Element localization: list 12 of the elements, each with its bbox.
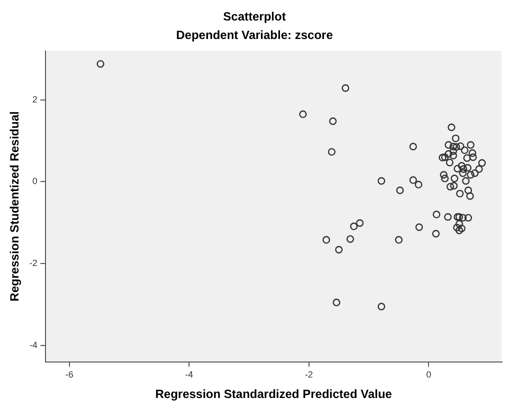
x-axis-title: Regression Standardized Predicted Value [155,387,392,402]
x-tick-label: -2 [304,370,313,380]
x-tick-label: 0 [426,370,432,380]
y-tick-label: 2 [32,94,38,104]
y-tick-label: -4 [29,340,38,350]
y-tick-label: 0 [32,176,38,186]
chart-title: Scatterplot [223,10,286,24]
x-tick-label: -6 [65,370,74,380]
y-axis-title: Regression Studentized Residual [8,111,22,302]
y-tick-label: -2 [29,258,38,268]
x-tick-label: -4 [185,370,194,380]
chart-subtitle: Dependent Variable: zscore [176,28,334,42]
